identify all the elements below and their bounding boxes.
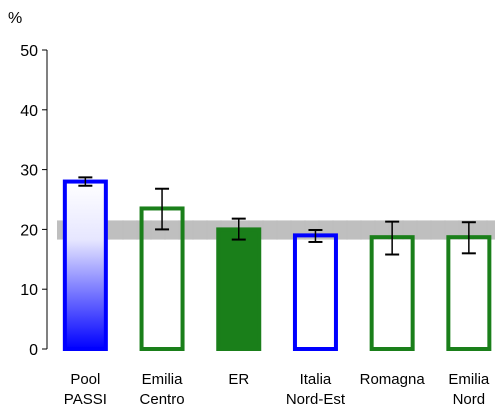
x-category-label: Emilia [448,371,489,388]
reference-band [57,220,495,240]
bars [62,179,492,352]
x-category-label: Pool [70,371,100,388]
y-tick-label: 50 [20,43,38,60]
x-category-label-line2: Centro [140,391,185,408]
y-tick-label: 10 [20,282,38,299]
x-category-label-line2: Nord [453,391,486,408]
x-category-label-line2: Nord-Est [286,391,346,408]
bar [62,179,108,351]
x-axis-labels: Pool PASSI Emilia Centro ER Italia Nord-Est Rom… [64,371,490,408]
bar [292,233,338,352]
y-tick-label: 0 [29,342,38,359]
error-bars [78,176,476,256]
reference-band-layer [57,220,495,240]
x-category-label: Romagna [360,371,426,388]
x-category-label: ER [228,371,249,388]
bar [216,227,262,351]
y-tick-label: 20 [20,222,38,239]
x-category-label: Italia [300,371,332,388]
x-category-label: Emilia [142,371,183,388]
x-category-label-line2: PASSI [64,391,107,408]
y-tick-label: 40 [20,103,38,120]
y-axis-unit-label: % [8,10,22,27]
y-axis: 0 10 20 30 40 50 [20,43,48,359]
y-tick-label: 30 [20,163,38,180]
